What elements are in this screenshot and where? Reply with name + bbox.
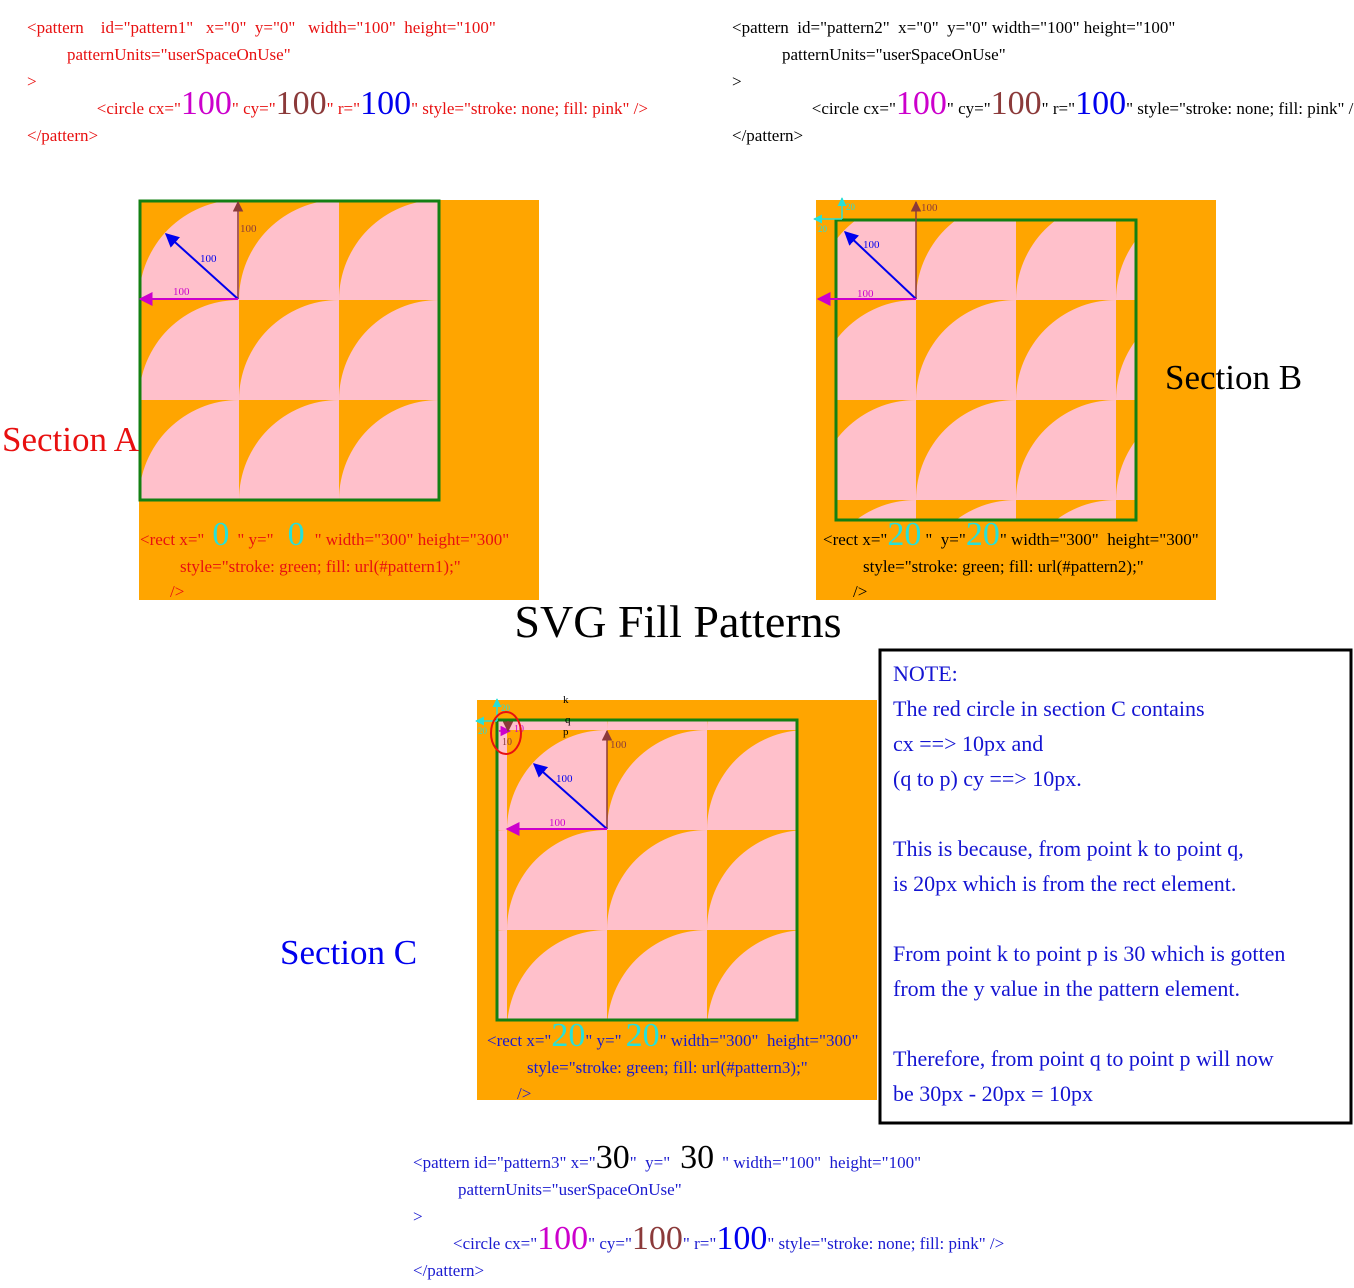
section-c-offset-y-label: 20 (501, 703, 511, 713)
section-c-arrow-diagonal-label: 100 (556, 773, 573, 785)
code-a-cx-value: 100 (181, 85, 232, 122)
section-a-arrow-left-label: 100 (173, 286, 190, 298)
section-a-rect-code-line-2: style="stroke: green; fill: url(#pattern… (180, 557, 461, 576)
section-a-rect-code-line-1: <rect x=" 0 " y=" 0 " width="300" height="30… (140, 516, 509, 553)
section-a-arrow-diagonal-label: 100 (200, 253, 217, 265)
note-line: NOTE: (893, 661, 958, 686)
code-b-line-2: patternUnits="userSpaceOnUse" (782, 45, 1006, 64)
code-a-line-3: > (27, 72, 37, 91)
section-c-rect-x-value: 20 (551, 1017, 585, 1054)
code-b-cx-value: 100 (896, 85, 947, 122)
note-text: NOTE: The red circle in section C contain… (893, 661, 1285, 1106)
section-b-arrow-left-label: 100 (857, 288, 874, 300)
code-c-line-4: <circle cx="100" cy="100" r="100" style=… (453, 1220, 1004, 1257)
code-c-line-2: patternUnits="userSpaceOnUse" (458, 1180, 682, 1199)
code-b-line-5: </pattern> (732, 126, 803, 145)
code-c-y-value: 30 (680, 1139, 714, 1176)
section-b-arrow-diagonal (843, 231, 917, 300)
code-c-line-3: > (413, 1207, 423, 1226)
section-b-rect-code-line-1: <rect x="20 " y="20" width="300" height="… (823, 516, 1199, 553)
section-c-rect-code-line-2: style="stroke: green; fill: url(#pattern… (527, 1058, 808, 1077)
note-line: cx ==> 10px and (893, 731, 1043, 756)
code-c-line-1: <pattern id="pattern3" x="30" y=" 30 " wid… (413, 1139, 921, 1176)
code-c-cx-value: 100 (537, 1220, 588, 1257)
code-a-line-5: </pattern> (27, 126, 98, 145)
note-line: Therefore, from point q to point p will … (893, 1046, 1274, 1071)
code-a-line-4: <circle cx="100" cy="100" r="100" style=… (67, 85, 669, 122)
code-c-line-5: </pattern> (413, 1261, 484, 1280)
code-a-cy-value: 100 (276, 85, 327, 122)
section-b-rect-y-value: 20 (966, 516, 1000, 553)
section-a: 100 100 100 Section A <rect x=" 0 " y=" 0 " … (2, 199, 539, 601)
code-b-line-1: <pattern id="pattern2" x="0" y="0" width… (732, 18, 1175, 37)
section-c-small-cy-label: 10 (502, 737, 512, 748)
note-line: The red circle in section C contains (893, 696, 1205, 721)
page-title: SVG Fill Patterns (514, 596, 841, 647)
section-a-rect-x-value: 0 (212, 516, 229, 553)
section-b-rect-code-line-3: /> (853, 582, 867, 601)
code-b-r-value: 100 (1075, 85, 1126, 122)
section-c-rect-code: <rect x="20" y=" 20" width="300" height="… (487, 1017, 858, 1103)
note-line: From point k to point p is 30 which is g… (893, 941, 1285, 966)
code-c-cy-value: 100 (632, 1220, 683, 1257)
section-b-rect-code-line-2: style="stroke: green; fill: url(#pattern… (863, 557, 1144, 576)
section-a-rect-code: <rect x=" 0 " y=" 0 " width="300" height="30… (140, 516, 509, 601)
code-block-b: <pattern id="pattern2" x="0" y="0" width… (732, 18, 1354, 145)
note-box: NOTE: The red circle in section C contain… (878, 648, 1353, 1125)
section-c-pattern-rect (495, 718, 799, 1022)
section-c-small-cx-label: 10 (514, 724, 524, 735)
section-a-arrow-diagonal (164, 233, 239, 300)
section-c-rect-code-line-1: <rect x="20" y=" 20" width="300" height="… (487, 1017, 858, 1054)
code-block-a: <pattern id="pattern1" x="0" y="0" width… (27, 18, 669, 145)
section-c-arrow-left-label: 100 (549, 817, 566, 829)
section-a-rect-code-line-3: /> (170, 582, 184, 601)
section-c-arrow-up-label: 100 (610, 739, 627, 751)
section-c-arrow-diagonal (532, 763, 608, 830)
code-c-r-value: 100 (716, 1220, 767, 1257)
section-b-rect-code: <rect x="20 " y="20" width="300" height="… (823, 516, 1199, 601)
section-c-label: Section C (280, 933, 417, 972)
section-b: 100 100 100 20 20 Section B <rect x="20 "… (813, 197, 1302, 601)
section-c-point-q: q (565, 714, 571, 726)
code-a-line-1: <pattern id="pattern1" x="0" y="0" width… (27, 18, 496, 37)
section-b-label: Section B (1165, 358, 1302, 397)
section-b-arrow-up-label: 100 (921, 202, 938, 214)
section-c-point-p: p (563, 726, 569, 738)
code-a-line-2: patternUnits="userSpaceOnUse" (67, 45, 291, 64)
code-block-c: <pattern id="pattern3" x="30" y=" 30 " wid… (413, 1139, 1004, 1280)
note-line: This is because, from point k to point q… (893, 836, 1244, 861)
code-a-r-value: 100 (360, 85, 411, 122)
code-c-x-value: 30 (596, 1139, 630, 1176)
code-b-cy-value: 100 (991, 85, 1042, 122)
section-c-highlight-circle (490, 711, 522, 755)
section-b-arrow-diagonal-label: 100 (863, 239, 880, 251)
code-b-line-3: > (732, 72, 742, 91)
note-line: is 20px which is from the rect element. (893, 871, 1236, 896)
section-c-point-k: k (563, 694, 569, 706)
section-c: 100 100 100 20 20 10 10 k q p Section C … (280, 694, 877, 1103)
note-line: from the y value in the pattern element. (893, 976, 1240, 1001)
note-line: be 30px - 20px = 10px (893, 1081, 1093, 1106)
section-b-rect-x-value: 20 (887, 516, 921, 553)
section-c-offset-x-label: 20 (478, 726, 488, 736)
section-a-label: Section A (2, 420, 140, 459)
code-b-line-4: <circle cx="100" cy="100" r="100" style=… (782, 85, 1354, 122)
section-c-rect-y-value: 20 (626, 1017, 660, 1054)
section-a-rect-y-value: 0 (288, 516, 305, 553)
section-b-offset-y-label: 20 (846, 202, 856, 212)
section-b-offset-x-label: 20 (818, 224, 828, 234)
note-box-border (878, 648, 1353, 1125)
section-a-arrow-up-label: 100 (240, 223, 257, 235)
section-a-pattern-rect (138, 199, 441, 502)
note-line: (q to p) cy ==> 10px. (893, 766, 1082, 791)
section-c-rect-code-line-3: /> (517, 1084, 531, 1103)
